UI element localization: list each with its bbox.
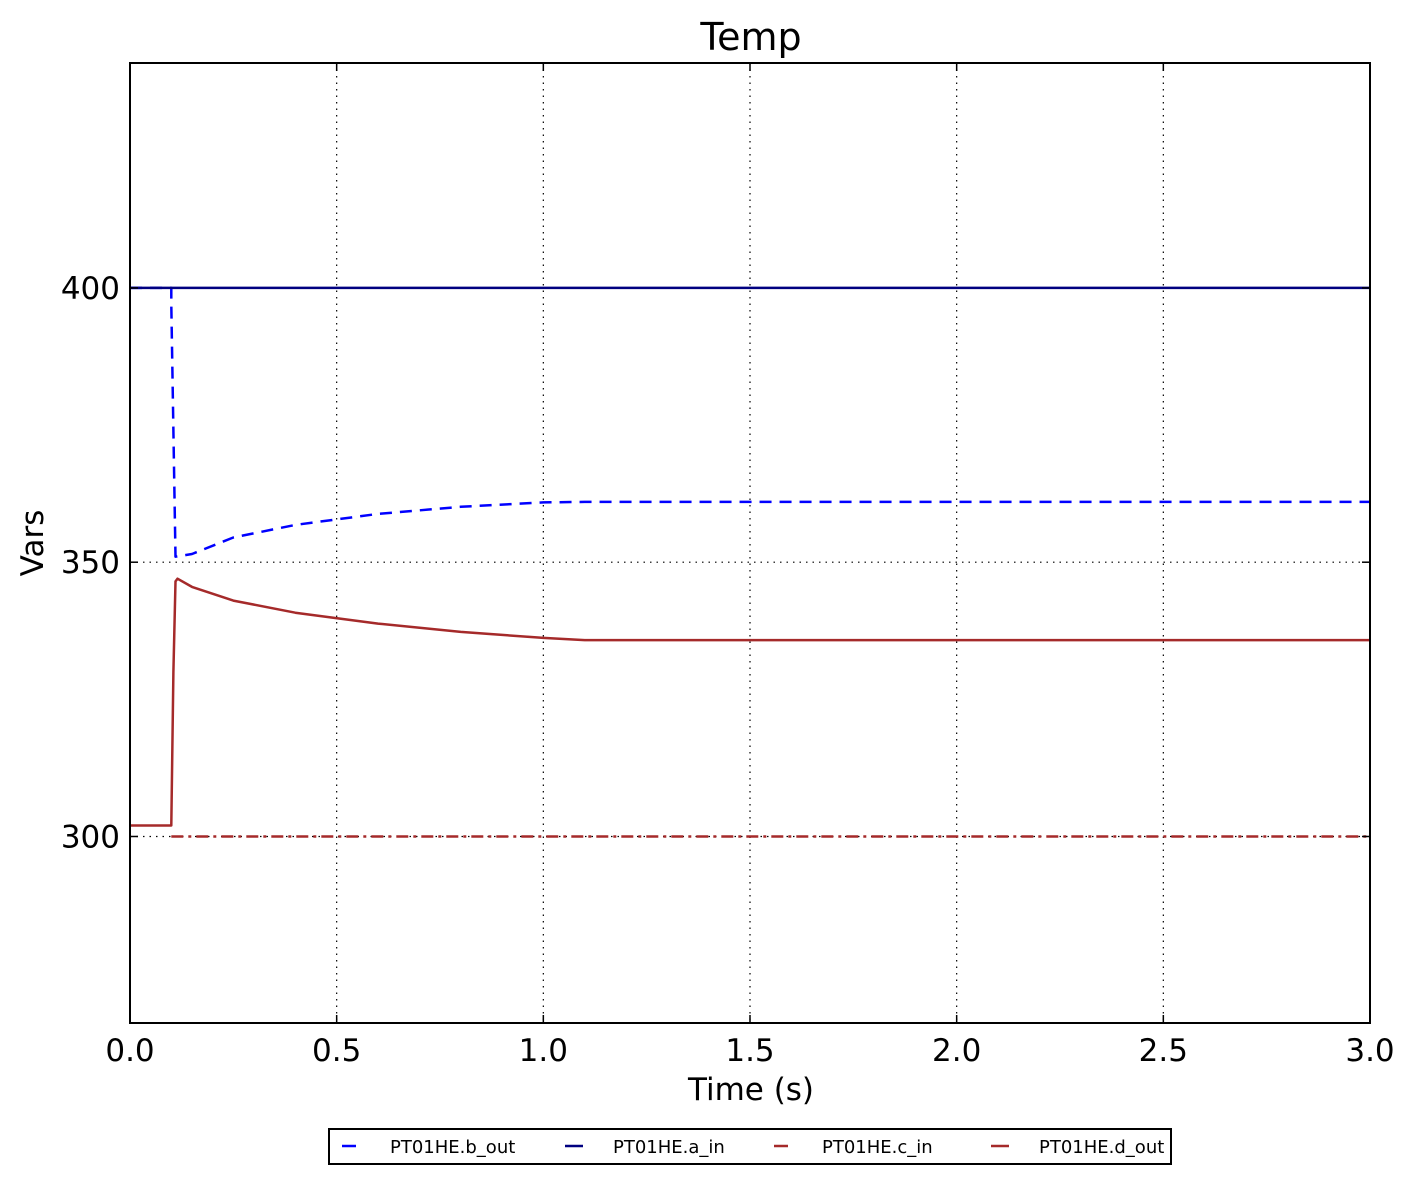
x-axis-label: Time (s) [687, 1072, 814, 1108]
legend-label-0: PT01HE.b_out [390, 1137, 515, 1158]
grid-lines [130, 63, 1370, 1023]
chart-title: Temp [699, 15, 801, 59]
x-tick-label: 0.5 [312, 1033, 361, 1069]
x-tick-label: 2.5 [1139, 1033, 1188, 1069]
legend: PT01HE.b_out PT01HE.a_in PT01HE.c_in PT01HE… [328, 1128, 1172, 1165]
series-line-3 [130, 577, 1370, 827]
y-tick-label: 300 [61, 819, 120, 855]
x-tick-label: 1.0 [519, 1033, 568, 1069]
y-axis-label: Vars [15, 510, 51, 577]
legend-label-2: PT01HE.c_in [822, 1137, 933, 1158]
x-tick-label: 3.0 [1345, 1033, 1394, 1069]
legend-label-3: PT01HE.d_out [1039, 1137, 1164, 1158]
series-line-0 [130, 286, 1370, 558]
series-layer [130, 286, 1370, 838]
x-tick-label: 1.5 [725, 1033, 774, 1069]
legend-label-1: PT01HE.a_in [613, 1137, 725, 1158]
x-tick-label: 0.0 [105, 1033, 154, 1069]
x-tick-label: 2.0 [932, 1033, 981, 1069]
y-tick-label: 400 [61, 271, 120, 307]
legend-frame [328, 1128, 1172, 1165]
tick-layer: 0.0 0.5 1.0 1.5 2.0 2.5 3.0 300 350 400 [61, 63, 1395, 1069]
y-tick-label: 350 [61, 545, 120, 581]
